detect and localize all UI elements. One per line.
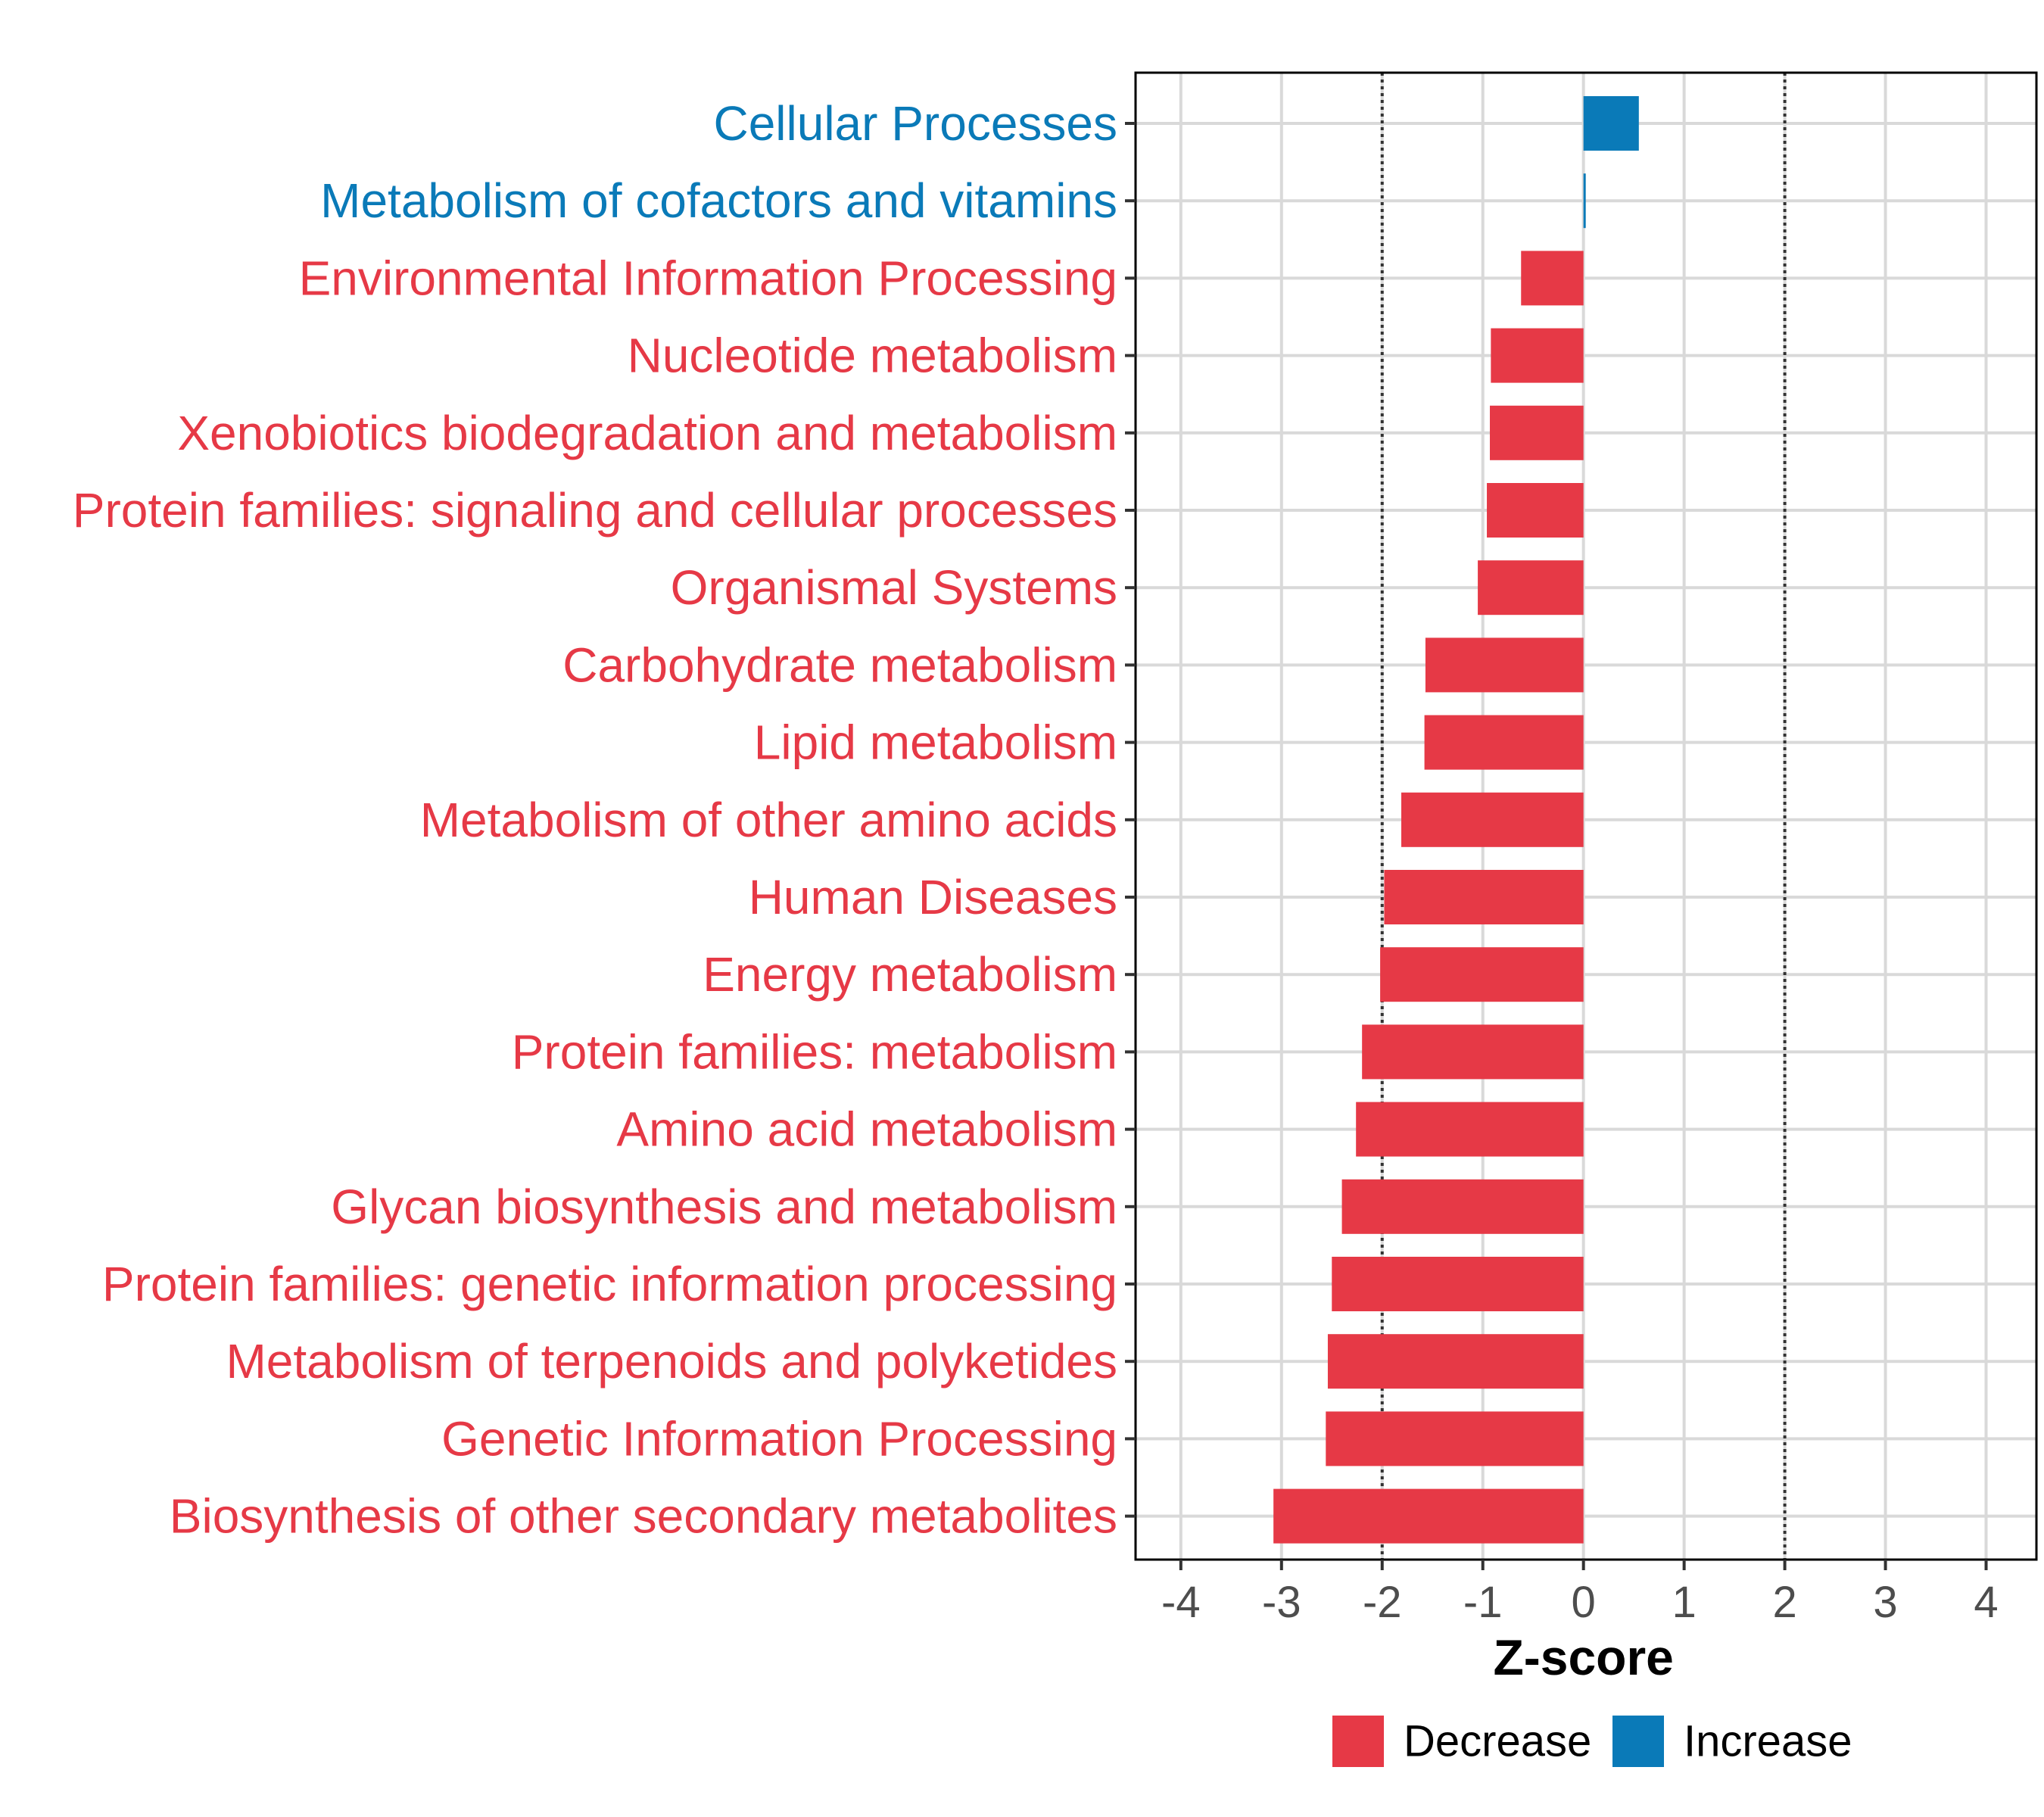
bar <box>1583 96 1639 151</box>
x-tick-label: 1 <box>1672 1578 1697 1627</box>
panel-border <box>1134 71 2038 1561</box>
category-labels: Cellular Processes Metabolism of cofactor… <box>73 96 1117 1544</box>
x-tick-label: 2 <box>1772 1578 1796 1627</box>
legend-swatch <box>1332 1716 1384 1767</box>
x-tick-label: -3 <box>1262 1578 1301 1627</box>
category-label: Glycan biosynthesis and metabolism <box>331 1180 1117 1234</box>
bar <box>1521 251 1584 306</box>
category-label: Energy metabolism <box>703 947 1117 1002</box>
category-label: Metabolism of other amino acids <box>420 793 1117 847</box>
bar <box>1362 1024 1584 1080</box>
gridlines <box>1136 73 2036 1560</box>
x-tick-label: 0 <box>1572 1578 1596 1627</box>
bar <box>1332 1257 1584 1311</box>
bars <box>1273 96 1639 1544</box>
category-label: Metabolism of cofactors and vitamins <box>320 173 1117 228</box>
legend: Decrease Increase <box>1332 1716 1852 1767</box>
category-label: Organismal Systems <box>671 560 1117 615</box>
category-label: Cellular Processes <box>713 96 1117 151</box>
category-label: Nucleotide metabolism <box>628 329 1117 383</box>
bar <box>1341 1179 1584 1234</box>
x-tick-label: 3 <box>1873 1578 1897 1627</box>
category-label: Protein families: metabolism <box>512 1024 1117 1079</box>
category-label: Lipid metabolism <box>754 715 1117 770</box>
bar <box>1327 1334 1584 1389</box>
bar <box>1490 405 1584 460</box>
category-label: Environmental Information Processing <box>299 251 1117 305</box>
legend-label: Increase <box>1684 1717 1852 1766</box>
y-axis-ticks <box>1125 122 1136 1518</box>
threshold-lines <box>1380 73 1787 1560</box>
category-label: Xenobiotics biodegradation and metabolis… <box>177 406 1117 460</box>
x-tick-label: -4 <box>1161 1578 1201 1627</box>
bar <box>1356 1102 1584 1157</box>
category-label: Biosynthesis of other secondary metaboli… <box>170 1489 1117 1544</box>
bar <box>1384 870 1584 924</box>
x-axis-title: Z-score <box>1493 1629 1673 1685</box>
bar <box>1401 792 1584 847</box>
category-label: Carbohydrate metabolism <box>562 637 1117 692</box>
category-label: Protein families: genetic information pr… <box>102 1257 1117 1311</box>
bar <box>1487 483 1584 538</box>
bar <box>1478 560 1584 616</box>
legend-label: Decrease <box>1404 1717 1591 1766</box>
bar <box>1583 173 1586 229</box>
bar <box>1425 637 1584 693</box>
bar <box>1380 947 1584 1002</box>
category-label: Metabolism of terpenoids and polyketides <box>226 1334 1117 1388</box>
x-tick-label: -1 <box>1463 1578 1503 1627</box>
category-label: Human Diseases <box>749 870 1117 924</box>
x-axis-ticks: -4 -3 -2 -1 0 1 2 3 4 <box>1161 1560 1999 1627</box>
x-tick-label: -2 <box>1363 1578 1402 1627</box>
bar <box>1273 1488 1584 1544</box>
category-label: Genetic Information Processing <box>441 1411 1117 1466</box>
legend-swatch <box>1612 1716 1664 1767</box>
bar <box>1424 715 1584 770</box>
x-tick-label: 4 <box>1974 1578 1998 1627</box>
category-label: Protein families: signaling and cellular… <box>73 483 1117 538</box>
category-label: Amino acid metabolism <box>616 1102 1117 1157</box>
bar <box>1491 328 1584 383</box>
bar <box>1326 1411 1584 1466</box>
